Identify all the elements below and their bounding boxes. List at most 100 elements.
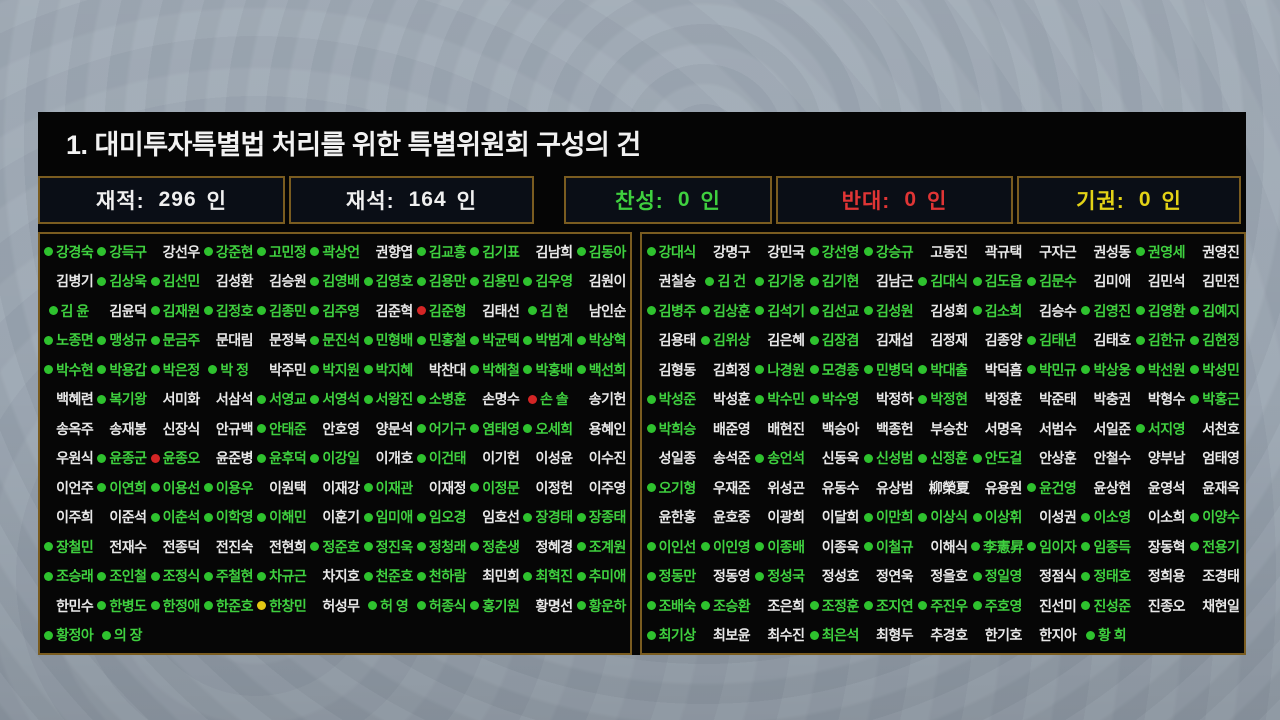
member-name: 정춘생 [482,538,520,555]
member-name: 백종헌 [876,420,914,437]
member-name: 김용태 [658,332,697,349]
member-cell: 안태준 [255,419,308,439]
present-dot-icon [700,542,710,552]
member-cell: 이재관 [362,478,415,498]
member-cell: 김원이 [575,271,628,291]
present-dot-icon [864,542,874,552]
present-dot-icon [809,365,819,375]
present-dot-icon [755,365,765,375]
member-name: 박준태 [1039,391,1077,408]
member-cell: 모경종 [807,360,861,380]
member-cell: 조정훈 [807,596,861,616]
member-name: 김 건 [717,273,746,290]
member-cell: 김종민 [255,301,308,321]
member-cell: 신동욱 [807,448,861,468]
stat-unit: 인 [1161,190,1182,213]
member-cell: 이언주 [42,478,95,498]
present-dot-icon [97,365,107,375]
present-dot-icon [700,601,710,611]
member-name: 신정훈 [930,450,968,467]
member-name: 김태년 [1039,332,1077,349]
member-name: 장동혁 [1147,538,1186,555]
member-cell: 추미애 [575,566,628,586]
present-dot-icon [1190,306,1200,316]
member-name: 차지호 [322,568,360,585]
member-cell: 정연욱 [861,566,915,586]
member-cell: 김성환 [202,271,255,291]
member-name: 김종민 [269,302,307,319]
member-name: 채현일 [1202,597,1240,614]
present-dot-icon [416,601,426,611]
present-dot-icon [864,365,874,375]
member-name: 문금주 [162,332,201,349]
agenda-title: 1. 대미투자특별법 처리를 위한 특별위원회 구성의 건 [66,129,641,160]
member-name: 박지혜 [375,361,414,378]
member-cell: 한정애 [149,596,202,616]
member-cell: 복기왕 [95,389,148,409]
member-cell: 한지아 [1025,625,1079,645]
member-cell: 박수현 [42,360,95,380]
member-name: 서왕진 [375,391,414,408]
present-dot-icon [97,335,107,345]
member-panel-left: 강경숙 강득구 강선우 강준현 고민정 곽상언 권향엽 김교흥 김기표 김남희 김동아 김병기 김상욱 김… [38,232,632,655]
present-dot-icon [97,483,107,493]
member-cell: 김승수 [1025,301,1079,321]
present-dot-icon [363,571,373,581]
member-name: 정을호 [930,568,968,585]
present-dot-icon [310,394,320,404]
member-cell: 김남희 [521,242,574,262]
member-name: 조배숙 [658,597,697,614]
member-name: 홍기원 [482,597,520,614]
member-row: 박성준 박성훈 박수민 박수영 박정하 박정현 박정훈 박준태 박충권 박형수 박홍근 [644,385,1242,415]
member-cell: 손명수 [468,389,521,409]
member-cell: 황운하 [575,596,628,616]
member-cell: 강대식 [644,242,698,262]
member-cell: 백선희 [575,360,628,380]
member-name: 송재봉 [109,420,147,437]
member-name: 안상훈 [1039,450,1077,467]
member-cell: 조지연 [861,596,915,616]
member-name: 박형수 [1147,391,1186,408]
member-cell: 이훈기 [308,507,361,527]
member-cell: 허 영 [362,596,415,616]
present-dot-icon [150,483,160,493]
member-name: 유용원 [984,479,1023,496]
present-dot-icon [1027,365,1037,375]
member-name: 오기형 [658,479,697,496]
member-name: 서삼석 [215,391,254,408]
stat-value: 0 [677,188,691,211]
member-cell: 장종태 [575,507,628,527]
member-cell: 권영세 [1133,242,1187,262]
member-row: 한민수 한병도 한정애 한준호 한창민 허성무 허 영 허종식 홍기원 황명선 황운하 [42,591,628,621]
member-name: 이정문 [482,479,520,496]
member-name: 윤종군 [109,450,147,467]
member-name: 김도읍 [984,273,1023,290]
member-name: 서영석 [322,391,360,408]
member-cell: 문정복 [255,330,308,350]
member-name: 정진욱 [375,538,414,555]
present-dot-icon [972,512,982,522]
member-cell: 백승아 [807,419,861,439]
member-name: 김용만 [428,273,467,290]
member-cell: 박정현 [916,389,970,409]
member-cell: 김선교 [807,301,861,321]
member-name: 진성준 [1093,597,1131,614]
present-dot-icon [150,512,160,522]
member-cell: 이철규 [861,537,915,557]
member-row: 송옥주 송재봉 신장식 안규백 안태준 안호영 양문석 어기구 염태영 오세희 용혜인 [42,414,628,444]
member-cell: 강선영 [807,242,861,262]
member-name: 강득구 [109,243,147,260]
present-dot-icon [470,276,480,286]
member-name: 이준석 [109,509,147,526]
member-name: 한지아 [1039,627,1077,644]
member-name: 이강일 [322,450,360,467]
member-name: 이주희 [56,509,94,526]
member-cell: 박대출 [916,360,970,380]
present-dot-icon [1081,306,1091,316]
member-name: 김기현 [821,273,860,290]
member-name: 전진숙 [215,538,254,555]
member-name: 박성준 [658,391,697,408]
present-dot-icon [150,335,160,345]
present-dot-icon [310,276,320,286]
member-name: 소병훈 [428,391,467,408]
